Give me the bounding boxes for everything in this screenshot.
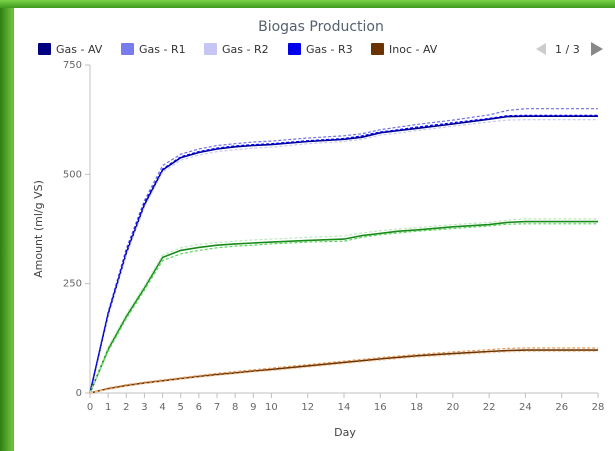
x-tick-label: 28: [592, 402, 605, 413]
x-tick-label: 18: [410, 402, 423, 413]
series-line-gas-r1: [89, 108, 598, 394]
y-tick-label: 0: [76, 388, 82, 399]
x-tick-label: 1: [105, 402, 111, 413]
x-tick-label: 2: [123, 402, 129, 413]
legend-swatch: [288, 43, 301, 55]
legend-label: Gas - R3: [306, 43, 353, 56]
x-tick-label: 12: [301, 402, 314, 413]
series-line-unnamed-7: [89, 218, 598, 394]
legend-next-arrow-icon[interactable]: [591, 42, 603, 56]
series-line-gas-av: [89, 115, 598, 394]
legend-label: Inoc - AV: [389, 43, 438, 56]
x-tick-label: 20: [446, 402, 459, 413]
chart-title: Biogas Production: [258, 19, 384, 35]
legend-item[interactable]: Gas - AV: [38, 43, 103, 56]
legend-page-indicator: 1 / 3: [555, 43, 580, 56]
x-tick-label: 9: [250, 402, 256, 413]
legend-item[interactable]: Gas - R1: [121, 43, 186, 56]
legend-swatch: [371, 43, 384, 55]
legend: Gas - AV Gas - R1 Gas - R2 Gas - R3 Inoc - A…: [38, 43, 438, 56]
plot-lines: [89, 108, 598, 394]
x-tick-label: 5: [178, 402, 184, 413]
series-line-gas-r3: [89, 114, 598, 394]
legend-label: Gas - AV: [56, 43, 103, 56]
y-axis-label: Amount (ml/g VS): [32, 180, 45, 278]
legend-label: Gas - R2: [222, 43, 269, 56]
legend-swatch: [121, 43, 134, 55]
x-tick-label: 14: [338, 402, 351, 413]
x-tick-label: 16: [374, 402, 387, 413]
series-line-inoc-av: [89, 349, 598, 394]
x-tick-label: 7: [214, 402, 220, 413]
background-top-edge: [0, 0, 615, 8]
y-tick-label: 750: [63, 60, 82, 71]
x-tick-label: 10: [265, 402, 278, 413]
x-tick-label: 6: [196, 402, 202, 413]
x-axis-label: Day: [334, 426, 356, 439]
series-line-unnamed-5: [89, 220, 598, 394]
y-tick-label: 250: [63, 279, 82, 290]
x-tick-label: 26: [555, 402, 568, 413]
chart-panel: [14, 8, 615, 451]
legend-item[interactable]: Inoc - AV: [371, 43, 438, 56]
legend-label: Gas - R1: [139, 43, 186, 56]
legend-item[interactable]: Gas - R3: [288, 43, 353, 56]
series-line-unnamed-9: [89, 350, 598, 394]
x-tick-label: 8: [232, 402, 238, 413]
x-tick-label: 22: [483, 402, 496, 413]
series-line-unnamed-6: [89, 223, 598, 394]
x-tick-label: 4: [159, 402, 165, 413]
legend-prev-arrow-icon[interactable]: [536, 43, 546, 55]
x-tick-label: 24: [519, 402, 532, 413]
legend-swatch: [204, 43, 217, 55]
legend-pager: 1 / 3: [536, 42, 603, 56]
series-line-gas-r2: [89, 119, 598, 394]
legend-swatch: [38, 43, 51, 55]
y-tick-label: 500: [63, 169, 82, 180]
legend-item[interactable]: Gas - R2: [204, 43, 269, 56]
series-line-unnamed-8: [89, 347, 598, 394]
x-tick-label: 3: [141, 402, 147, 413]
x-tick-label: 0: [87, 402, 93, 413]
